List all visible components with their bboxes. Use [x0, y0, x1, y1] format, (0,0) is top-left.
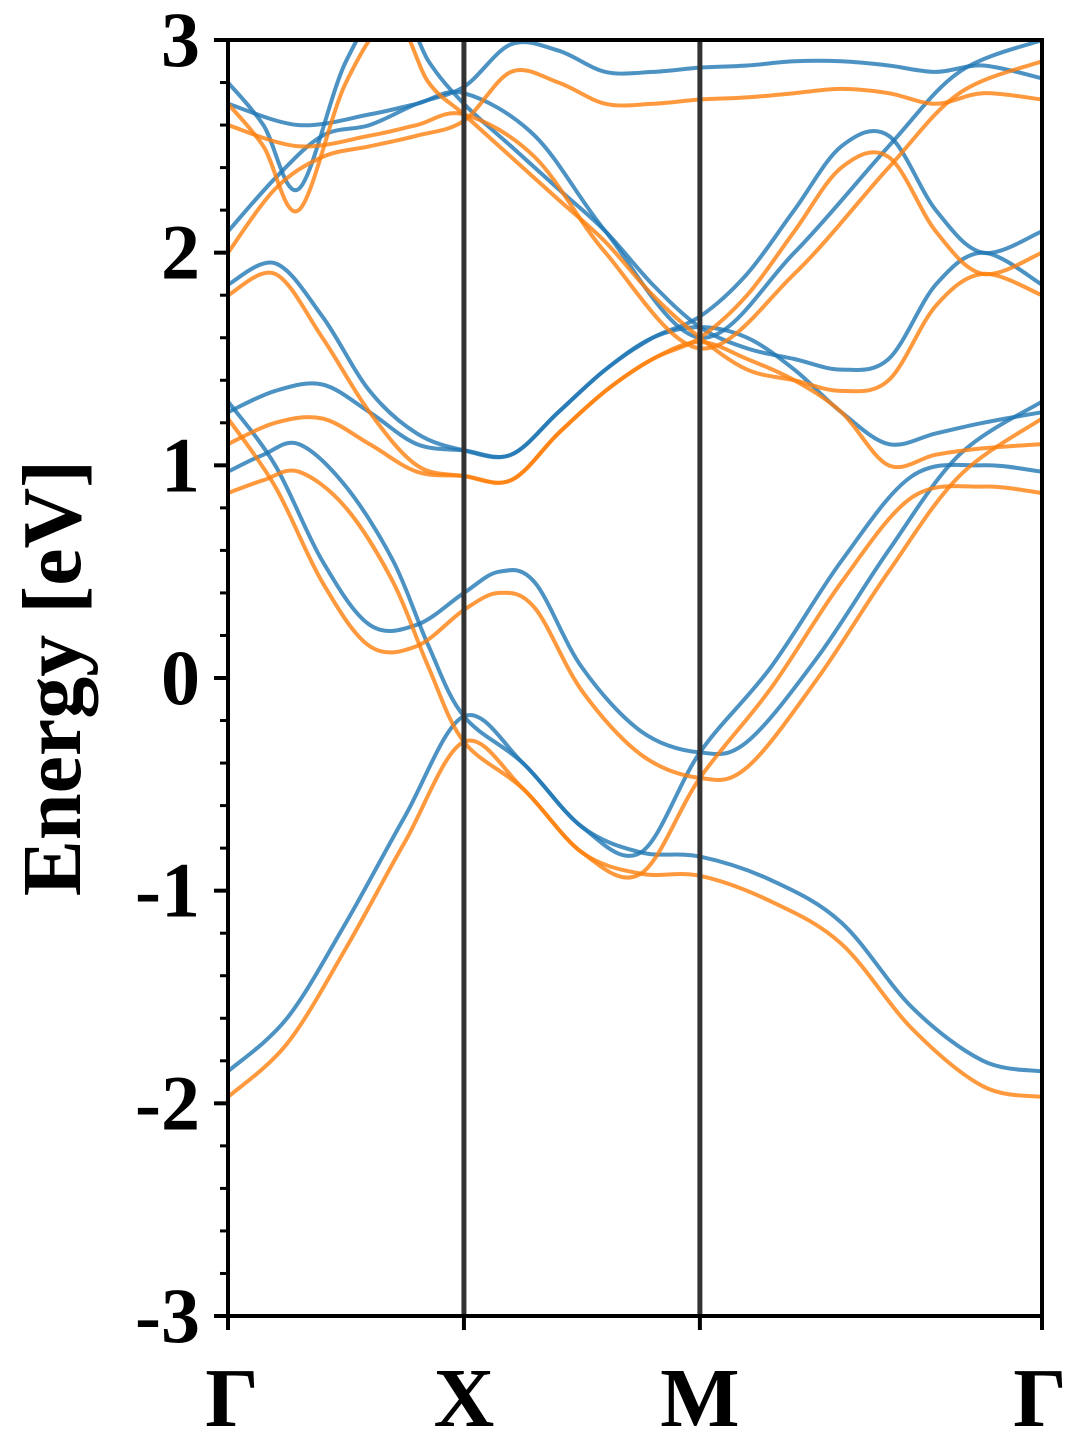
y-tick-label: 3 [161, 0, 200, 83]
y-axis-label: Energy [eV] [6, 460, 99, 896]
band-line-10 [228, 416, 1042, 782]
band-line-13 [228, 150, 1042, 485]
plot-frame [226, 38, 1044, 1318]
x-tick-label: Γ [1013, 1352, 1066, 1440]
band-line-7 [228, 40, 1042, 372]
y-tick-label: 1 [161, 421, 200, 508]
band-line-14 [228, 68, 1042, 255]
x-tick-label: X [434, 1352, 495, 1440]
y-tick-label: -2 [135, 1059, 200, 1146]
band-line-3 [228, 440, 1042, 858]
band-line-2 [228, 399, 1042, 757]
y-tick-label: 2 [161, 209, 200, 296]
band-line-1 [228, 712, 1042, 1074]
band-line-11 [228, 468, 1042, 880]
band-lines [228, 40, 1042, 1099]
y-tick-label: -1 [135, 847, 200, 934]
band-line-12 [228, 270, 1042, 485]
y-tick-labels: 3 2 1 0 -1 -2 -3 [135, 0, 200, 1359]
axes [226, 38, 1044, 1318]
tick-marks [214, 38, 1044, 1330]
x-tick-label: Γ [205, 1352, 258, 1440]
high-symmetry-lines [461, 40, 703, 1316]
band-line-15 [228, 40, 1042, 394]
band-line-6 [228, 40, 1042, 234]
y-tick-label: -3 [135, 1272, 200, 1359]
band-line-16 [228, 59, 1042, 351]
band-line-8 [228, 40, 1042, 340]
x-tick-label: M [660, 1352, 739, 1440]
y-tick-label: 0 [161, 634, 200, 721]
band-line-5 [228, 129, 1042, 459]
